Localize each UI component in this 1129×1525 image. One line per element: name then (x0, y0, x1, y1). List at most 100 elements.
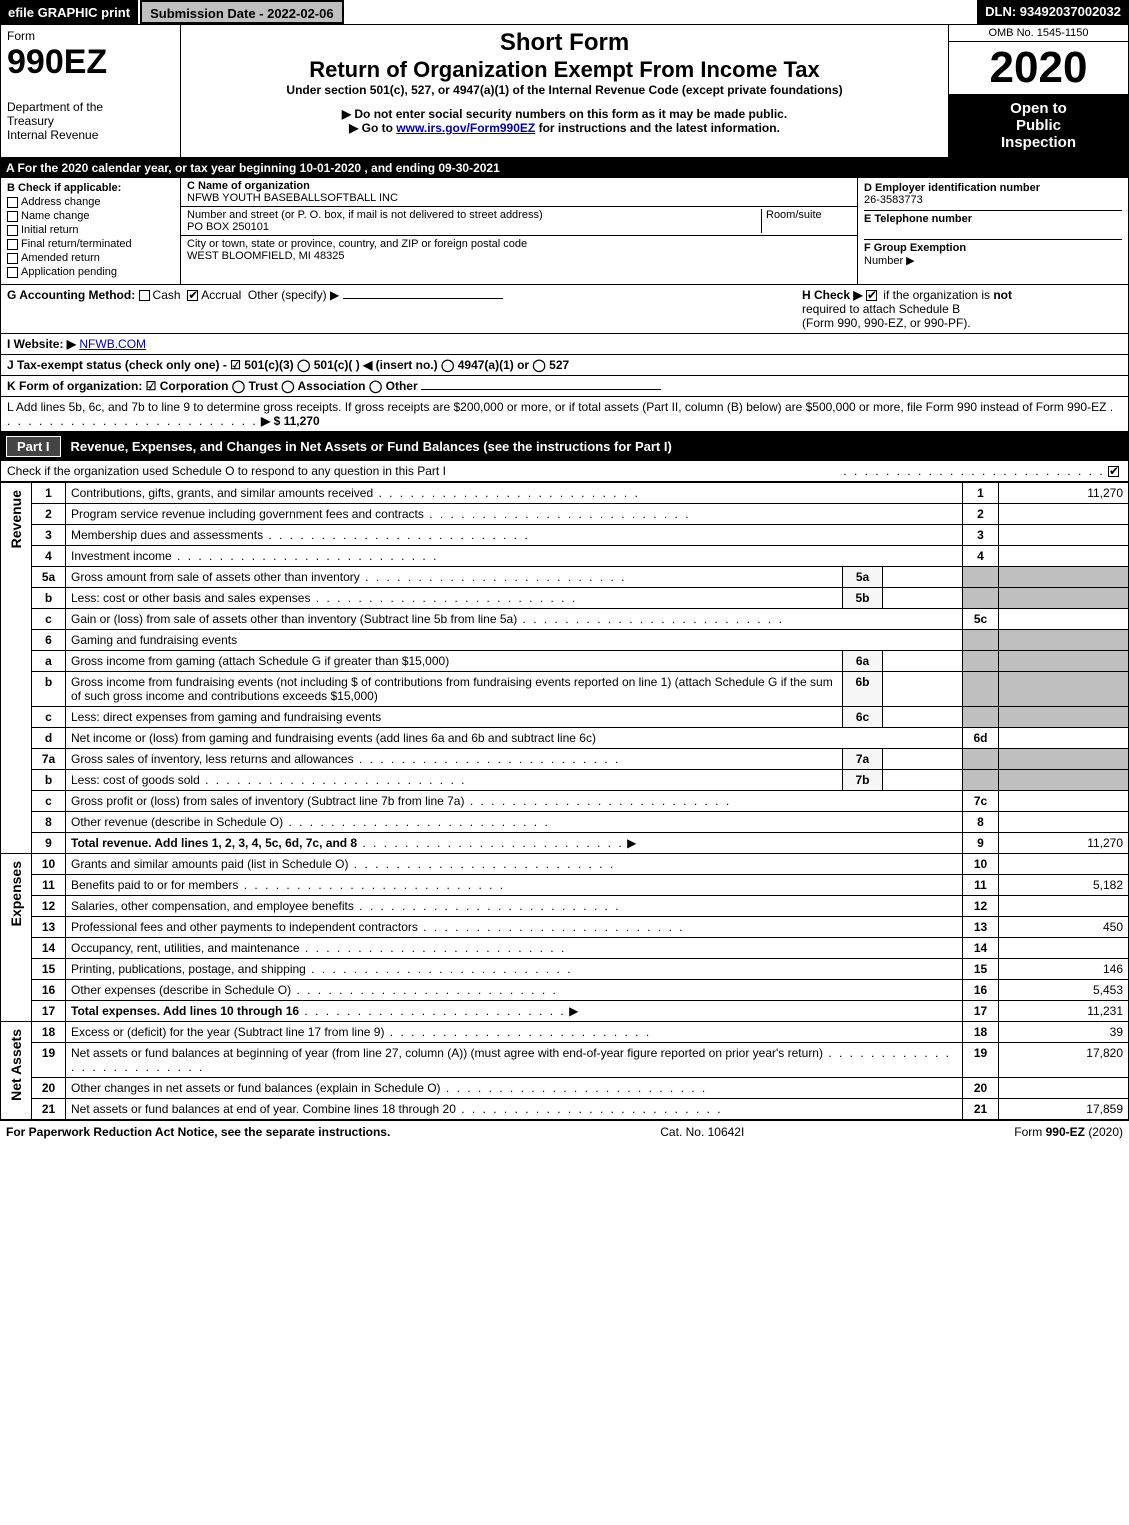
ln-5c: c (32, 609, 66, 630)
desc-5c: Gain or (loss) from sale of assets other… (71, 612, 517, 626)
subtitle: Under section 501(c), 527, or 4947(a)(1)… (187, 83, 942, 97)
num-11: 11 (963, 875, 999, 896)
chk-accrual[interactable] (187, 290, 198, 301)
sub-6b: 6b (843, 672, 883, 707)
ln-7c: c (32, 791, 66, 812)
chk-cash[interactable] (139, 290, 150, 301)
ln-19: 19 (32, 1043, 66, 1078)
dots-5a (360, 570, 627, 584)
val-21: 17,859 (999, 1099, 1129, 1120)
line-j-text: J Tax-exempt status (check only one) - ☑… (7, 358, 569, 372)
website-link[interactable]: NFWB.COM (79, 337, 146, 351)
ln-21: 21 (32, 1099, 66, 1120)
sub-5a: 5a (843, 567, 883, 588)
desc-16: Other expenses (describe in Schedule O) (71, 983, 291, 997)
dots-8 (283, 815, 550, 829)
box-b-heading: B Check if applicable: (7, 182, 174, 194)
page-footer: For Paperwork Reduction Act Notice, see … (0, 1120, 1129, 1143)
ln-10: 10 (32, 854, 66, 875)
group-exemption-number: Number ▶ (864, 255, 915, 267)
part-1-table: Revenue 1 Contributions, gifts, grants, … (0, 482, 1129, 1120)
dots-18 (384, 1025, 651, 1039)
ln-4: 4 (32, 546, 66, 567)
val-15: 146 (999, 959, 1129, 980)
num-4: 4 (963, 546, 999, 567)
shade-6a (963, 651, 999, 672)
desc-14: Occupancy, rent, utilities, and maintena… (71, 941, 300, 955)
desc-7b: Less: cost of goods sold (71, 773, 200, 787)
num-5c: 5c (963, 609, 999, 630)
paperwork-notice: For Paperwork Reduction Act Notice, see … (6, 1125, 390, 1139)
val-20 (999, 1078, 1129, 1099)
omb-number: OMB No. 1545-1150 (949, 25, 1128, 42)
box-c: C Name of organization NFWB YOUTH BASEBA… (181, 178, 858, 284)
line-gh-row: G Accounting Method: Cash Accrual Other … (0, 285, 1129, 334)
desc-1: Contributions, gifts, grants, and simila… (71, 486, 373, 500)
val-13: 450 (999, 917, 1129, 938)
line-k-blank[interactable] (421, 389, 661, 390)
shade-6c (963, 707, 999, 728)
subval-7b (883, 770, 963, 791)
line-h-text3: (Form 990, 990-EZ, or 990-PF). (802, 316, 971, 330)
dots-15 (306, 962, 573, 976)
chk-schedule-o[interactable] (1108, 466, 1119, 477)
line-g-label: G Accounting Method: (7, 288, 135, 302)
chk-initial-return[interactable] (7, 225, 18, 236)
dots-20 (441, 1081, 708, 1095)
subval-7a (883, 749, 963, 770)
num-2: 2 (963, 504, 999, 525)
dots-7a (354, 752, 621, 766)
dots-1 (373, 486, 640, 500)
subval-6a (883, 651, 963, 672)
ln-7a: 7a (32, 749, 66, 770)
val-14 (999, 938, 1129, 959)
chk-h[interactable] (866, 290, 877, 301)
efile-print[interactable]: efile GRAPHIC print (0, 0, 140, 24)
ln-18: 18 (32, 1022, 66, 1043)
shade-7a (963, 749, 999, 770)
chk-application-pending[interactable] (7, 267, 18, 278)
sub-7b: 7b (843, 770, 883, 791)
ln-6d: d (32, 728, 66, 749)
box-b: B Check if applicable: Address change Na… (1, 178, 181, 284)
shade-5b (963, 588, 999, 609)
desc-13: Professional fees and other payments to … (71, 920, 418, 934)
chk-amended-return[interactable] (7, 253, 18, 264)
desc-15: Printing, publications, postage, and shi… (71, 962, 306, 976)
lbl-application-pending: Application pending (21, 266, 117, 278)
box-c-name-label: C Name of organization (187, 180, 310, 192)
desc-19: Net assets or fund balances at beginning… (71, 1046, 823, 1060)
num-13: 13 (963, 917, 999, 938)
desc-17: Total expenses. Add lines 10 through 16 (71, 1004, 299, 1018)
val-18: 39 (999, 1022, 1129, 1043)
shade-6-val (999, 630, 1129, 651)
ln-8: 8 (32, 812, 66, 833)
irs-link[interactable]: www.irs.gov/Form990EZ (396, 121, 535, 135)
shade-6c-val (999, 707, 1129, 728)
open-to-public: Open to Public Inspection (949, 94, 1128, 157)
ein-value: 26-3583773 (864, 194, 1122, 206)
chk-address-change[interactable] (7, 197, 18, 208)
dots-12 (354, 899, 621, 913)
dots-5b (310, 591, 577, 605)
ln-7b: b (32, 770, 66, 791)
part-1-label: Part I (6, 436, 61, 457)
shade-7a-val (999, 749, 1129, 770)
chk-name-change[interactable] (7, 211, 18, 222)
shade-6 (963, 630, 999, 651)
desc-12: Salaries, other compensation, and employ… (71, 899, 354, 913)
ln-1: 1 (32, 483, 66, 504)
val-3 (999, 525, 1129, 546)
form-word: Form (7, 29, 174, 43)
shade-6a-val (999, 651, 1129, 672)
chk-final-return[interactable] (7, 239, 18, 250)
line-l: L Add lines 5b, 6c, and 7b to line 9 to … (0, 397, 1129, 432)
val-2 (999, 504, 1129, 525)
section-netassets-label: Net Assets (6, 1025, 26, 1105)
lbl-name-change: Name change (21, 210, 90, 222)
dept-line-2: Treasury (7, 114, 174, 128)
num-10: 10 (963, 854, 999, 875)
section-revenue-label: Revenue (6, 486, 26, 552)
line-j: J Tax-exempt status (check only one) - ☑… (0, 355, 1129, 376)
other-specify-blank[interactable] (343, 298, 503, 299)
